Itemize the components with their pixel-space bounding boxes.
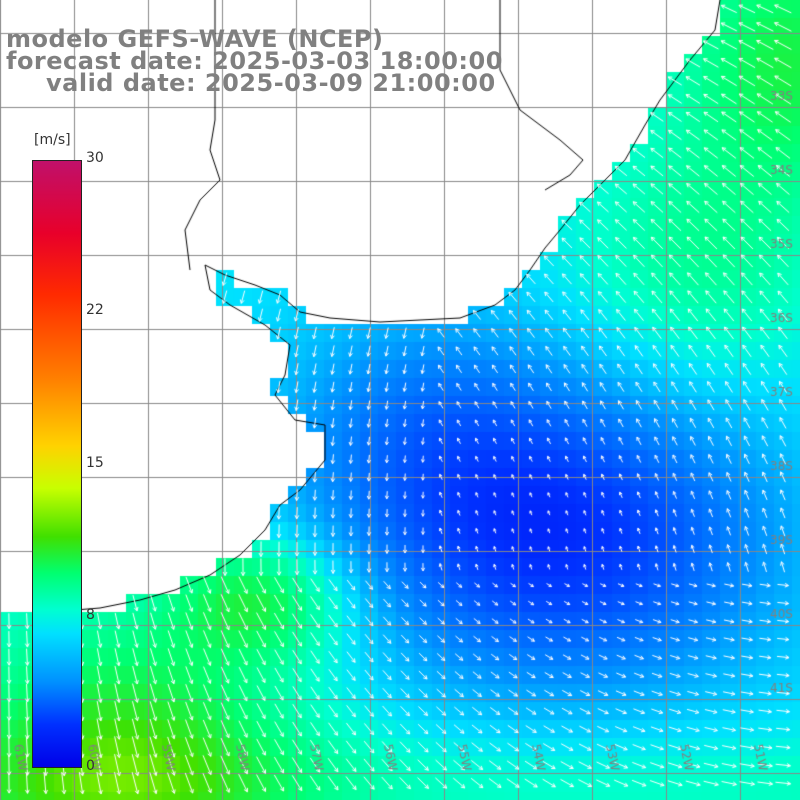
wind-speed-map <box>0 0 800 800</box>
